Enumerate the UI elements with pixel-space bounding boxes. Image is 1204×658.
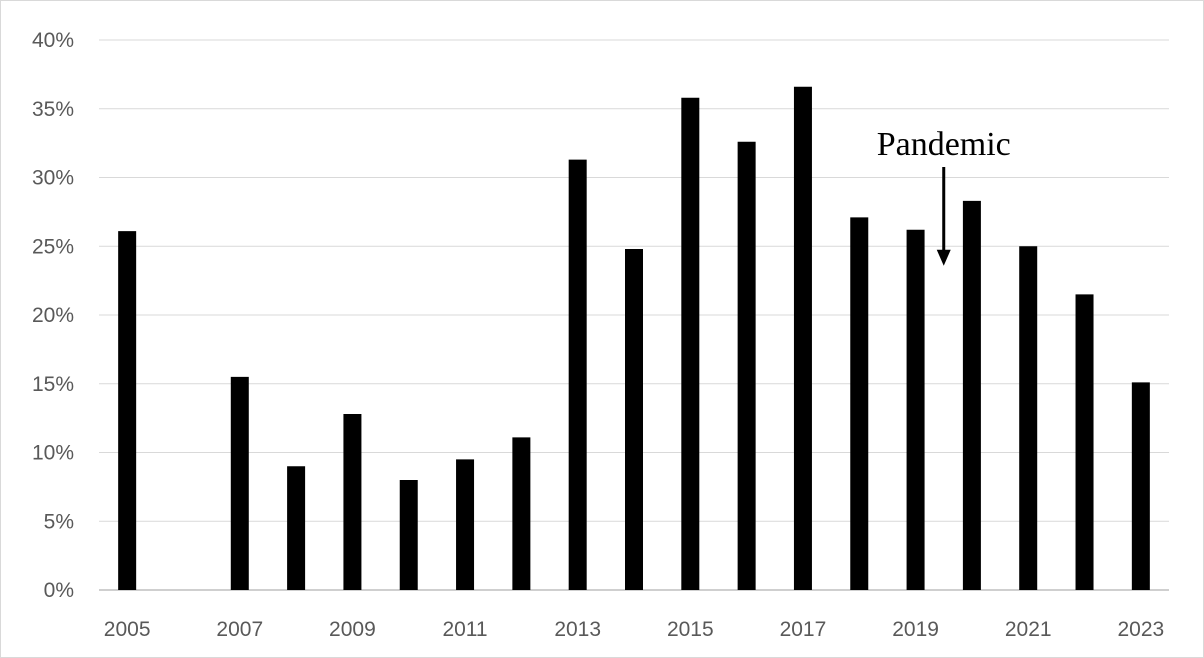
y-tick-label: 25% <box>32 235 74 258</box>
bar-2007 <box>230 376 249 590</box>
x-tick-label: 2019 <box>892 618 939 641</box>
y-tick-label: 35% <box>32 98 74 121</box>
x-tick-label: 2017 <box>780 618 827 641</box>
bar-2021 <box>1019 246 1038 590</box>
bar-2022 <box>1075 294 1094 590</box>
bar-2009 <box>343 414 362 590</box>
bar-2020 <box>962 200 981 590</box>
bar-2005 <box>118 231 137 590</box>
y-tick-label: 10% <box>32 442 74 465</box>
bar-2014 <box>625 249 643 590</box>
bar-2019 <box>906 229 925 590</box>
x-tick-label: 2011 <box>442 618 487 641</box>
bar-2023 <box>1131 382 1150 590</box>
x-tick-label: 2009 <box>329 618 376 641</box>
x-tick-label: 2005 <box>104 618 151 641</box>
bar-2010 <box>399 480 418 590</box>
annotation-label: Pandemic <box>877 126 1011 163</box>
annotation-arrow-head <box>936 249 951 266</box>
bar-2008 <box>287 466 306 590</box>
y-tick-label: 40% <box>32 29 74 52</box>
y-axis-ticks: 0% 5% 10% 15% 20% 25% 30% 35% 40% <box>32 29 74 602</box>
x-tick-label: 2013 <box>554 618 601 641</box>
bar-2011 <box>456 459 475 590</box>
y-tick-label: 0% <box>44 579 74 602</box>
annotation: Pandemic <box>877 126 1011 266</box>
x-tick-label: 2007 <box>216 618 263 641</box>
bars <box>118 86 1150 590</box>
bar-2012 <box>512 437 531 590</box>
bar-2016 <box>737 141 756 590</box>
y-tick-label: 5% <box>44 510 74 533</box>
x-tick-label: 2015 <box>667 618 714 641</box>
y-tick-label: 30% <box>32 167 74 190</box>
x-tick-label: 2023 <box>1117 618 1164 641</box>
bar-2013 <box>568 159 587 590</box>
x-axis-ticks: 2005 2007 2009 2011 2013 2015 2017 2019 2021 2023 <box>104 618 1164 641</box>
y-tick-label: 20% <box>32 304 74 327</box>
bar-2018 <box>850 217 869 590</box>
bar-2015 <box>681 97 700 590</box>
x-tick-label: 2021 <box>1005 618 1052 641</box>
bar-2017 <box>793 86 812 590</box>
y-tick-label: 15% <box>32 373 74 396</box>
